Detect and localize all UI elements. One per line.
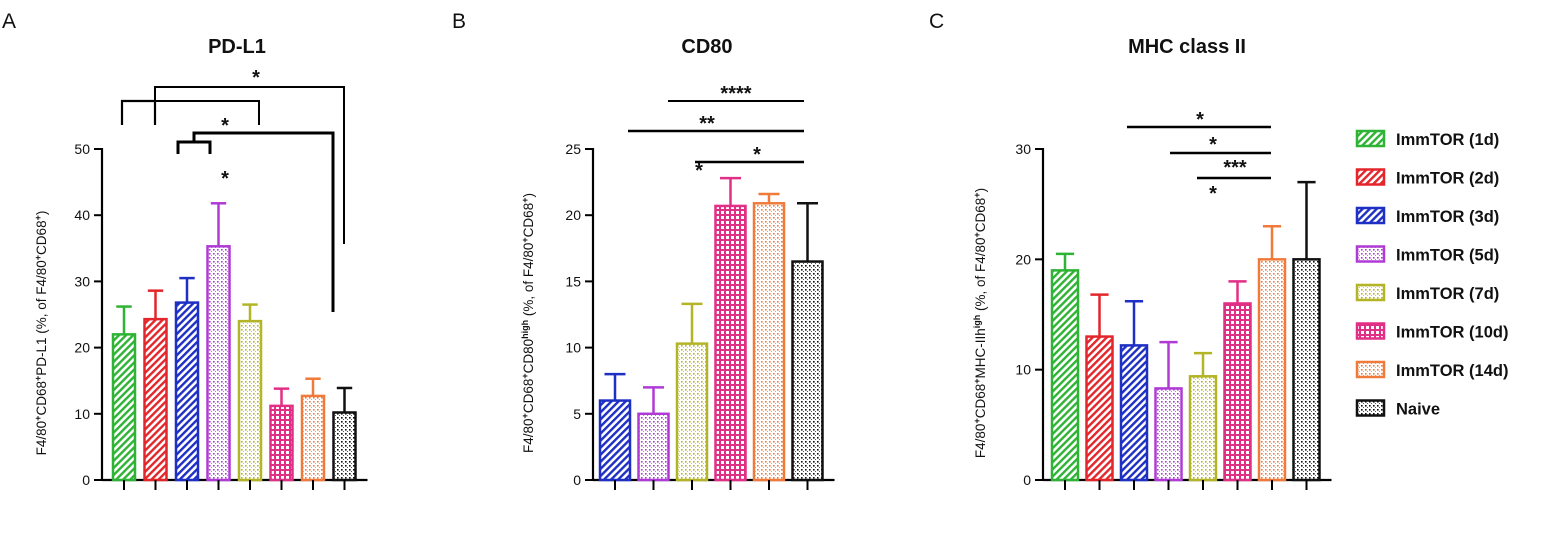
y-tick-label: 40 — [74, 207, 90, 223]
significance-stars: * — [695, 160, 703, 182]
y-tick-label: 10 — [565, 340, 581, 356]
significance-stars: **** — [720, 83, 751, 105]
legend: ImmTOR (1d) ImmTOR (2d) ImmTOR (3d) ImmTOR … — [1355, 129, 1508, 419]
bar-immtor-2d — [143, 317, 168, 482]
bar-naive — [332, 411, 357, 482]
y-tick-label: 30 — [74, 273, 90, 289]
y-tick-label: 0 — [573, 472, 581, 488]
bar-immtor-1d — [1050, 269, 1080, 482]
panel-c: C MHC class II 0 10 20 30 F4/80+CD68+MHC-IIhig… — [929, 10, 1332, 490]
legend-swatch — [1355, 206, 1386, 225]
legend-swatch — [1355, 322, 1386, 340]
bar-immtor-7d — [675, 342, 709, 482]
legend-swatch — [1355, 399, 1386, 417]
legend-swatch — [1355, 129, 1386, 148]
bar-immtor-2d — [1085, 335, 1114, 482]
bar-immtor-14d — [752, 202, 786, 482]
bar-immtor-5d — [637, 412, 670, 482]
bar-immtor-5d — [1154, 387, 1183, 482]
significance-stars: * — [1209, 183, 1217, 205]
legend-swatch — [1355, 283, 1386, 302]
significance-bracket — [120, 99, 157, 125]
panel-b: B CD80 0 5 10 15 20 25 F4/80+CD68+CD80high (%, o… — [452, 10, 835, 490]
y-tick-label: 10 — [1015, 362, 1031, 378]
legend-swatch — [1355, 245, 1386, 263]
significance-stars: * — [252, 67, 260, 89]
panel-a: A PD-L1 0 10 20 30 40 50 F4/80+CD68+PD-L1 (%, of… — [2, 10, 368, 490]
significance-stars: * — [753, 144, 761, 166]
bar-immtor-7d — [237, 319, 263, 482]
bar-immtor-5d — [206, 245, 231, 482]
legend-label: ImmTOR (2d) — [1396, 170, 1499, 188]
y-tick-label: 50 — [74, 141, 90, 157]
y-tick-label: 5 — [573, 406, 581, 422]
chart-title: MHC class II — [1128, 36, 1246, 58]
bar-immtor-3d — [174, 301, 200, 482]
significance-bracket — [192, 131, 335, 312]
legend-item-immtor-7d: ImmTOR (7d) — [1355, 283, 1499, 303]
legend-label: ImmTOR (7d) — [1396, 285, 1499, 303]
legend-item-immtor-2d: ImmTOR (2d) — [1355, 168, 1499, 188]
bar-naive — [791, 260, 824, 482]
y-axis-label: F4/80+CD68+MHC-IIhigh (%, of F4/80+CD68+… — [972, 188, 988, 458]
legend-label: ImmTOR (5d) — [1396, 247, 1499, 265]
y-tick-label: 0 — [1023, 472, 1031, 488]
bar-naive — [1292, 258, 1321, 482]
chart-title: CD80 — [681, 36, 732, 58]
y-tick-label: 20 — [565, 207, 581, 223]
y-tick-label: 30 — [1015, 141, 1031, 157]
legend-label: Naive — [1396, 401, 1440, 419]
y-tick-label: 20 — [74, 340, 90, 356]
significance-stars: * — [1209, 134, 1217, 156]
panel-letter: A — [2, 10, 16, 33]
bar-immtor-3d — [598, 399, 632, 482]
y-tick-label: 10 — [74, 406, 90, 422]
legend-item-immtor-14d: ImmTOR (14d) — [1355, 360, 1508, 380]
bar-immtor-3d — [1119, 344, 1149, 482]
bar-immtor-10d — [1223, 302, 1252, 482]
bar-immtor-10d — [269, 404, 294, 482]
bar-immtor-14d — [300, 394, 326, 482]
y-tick-label: 15 — [565, 273, 581, 289]
panel-letter: C — [929, 10, 944, 33]
significance-stars: *** — [1223, 157, 1247, 179]
legend-label: ImmTOR (14d) — [1396, 362, 1508, 380]
significance-stars: * — [221, 168, 229, 190]
legend-item-immtor-10d: ImmTOR (10d) — [1355, 322, 1508, 342]
significance-stars: * — [221, 115, 229, 137]
significance-bracket — [176, 140, 212, 154]
legend-label: ImmTOR (3d) — [1396, 208, 1499, 226]
y-axis-label: F4/80+CD68+CD80high (%, of F4/80+CD68+) — [520, 193, 536, 453]
legend-item-immtor-1d: ImmTOR (1d) — [1355, 129, 1499, 149]
legend-item-naive: Naive — [1355, 399, 1440, 419]
significance-stars: ** — [699, 113, 715, 135]
bar-immtor-1d — [111, 333, 137, 482]
legend-swatch — [1355, 168, 1386, 186]
legend-label: ImmTOR (10d) — [1396, 324, 1508, 342]
legend-label: ImmTOR (1d) — [1396, 131, 1499, 149]
legend-swatch — [1355, 360, 1386, 379]
bar-immtor-10d — [714, 204, 747, 482]
legend-item-immtor-5d: ImmTOR (5d) — [1355, 245, 1499, 265]
y-tick-label: 20 — [1015, 251, 1031, 267]
bar-immtor-7d — [1188, 375, 1218, 482]
chart-title: PD-L1 — [208, 36, 266, 58]
significance-bracket — [154, 86, 345, 244]
significance-stars: * — [1196, 109, 1204, 131]
bar-immtor-14d — [1257, 258, 1287, 482]
y-axis-label: F4/80+CD68+PD-L1 (%, of F4/80+CD68+) — [33, 211, 49, 456]
y-tick-label: 0 — [82, 472, 90, 488]
panel-letter: B — [452, 10, 466, 33]
significance-bracket — [154, 100, 260, 125]
y-tick-label: 25 — [565, 141, 581, 157]
legend-item-immtor-3d: ImmTOR (3d) — [1355, 206, 1499, 226]
